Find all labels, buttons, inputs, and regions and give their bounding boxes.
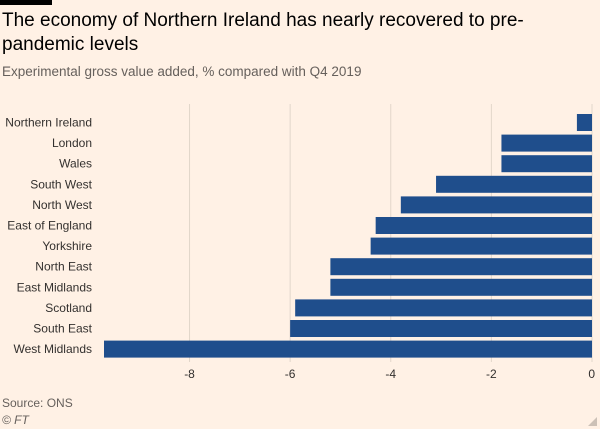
x-tick-label: -2 [486, 367, 497, 381]
bar [330, 258, 592, 276]
category-label: East Midlands [17, 280, 92, 294]
chart-title: The economy of Northern Ireland has near… [2, 10, 524, 55]
category-label: North East [35, 260, 92, 274]
category-label: Scotland [45, 301, 92, 315]
x-tick-label: -8 [184, 367, 195, 381]
bar [104, 340, 592, 358]
chart-subtitle: Experimental gross value added, % compar… [2, 64, 362, 79]
bar [295, 299, 592, 317]
bar [501, 134, 592, 152]
category-label: Yorkshire [42, 239, 92, 253]
bar-chart: Northern Ireland London Wales South West Nor… [5, 104, 595, 381]
category-label: South East [33, 322, 92, 336]
bar [375, 217, 592, 234]
category-label: Northern Ireland [5, 116, 92, 130]
ft-credit: © FT [2, 413, 29, 427]
bar [400, 196, 592, 214]
source-note: Source: ONS [2, 396, 73, 410]
x-axis-ticks: -8 -6 -4 -2 0 [184, 367, 595, 381]
category-label: East of England [7, 219, 92, 233]
bar [370, 237, 592, 255]
x-tick-label: -4 [385, 367, 396, 381]
bar [436, 175, 592, 193]
bars [104, 114, 592, 358]
category-label: North West [32, 198, 92, 212]
ft-brand-bar [0, 0, 52, 5]
resize-corner-icon [588, 417, 597, 426]
bar [290, 320, 592, 337]
category-labels: Northern Ireland London Wales South West Nor… [5, 116, 92, 357]
category-label: South West [30, 177, 92, 191]
bar [576, 114, 592, 131]
category-label: Wales [59, 157, 92, 171]
x-tick-label: -6 [285, 367, 296, 381]
category-label: West Midlands [14, 342, 92, 356]
bar [330, 278, 592, 296]
category-label: London [52, 136, 92, 150]
bar [501, 155, 592, 173]
x-tick-label: 0 [588, 367, 595, 381]
